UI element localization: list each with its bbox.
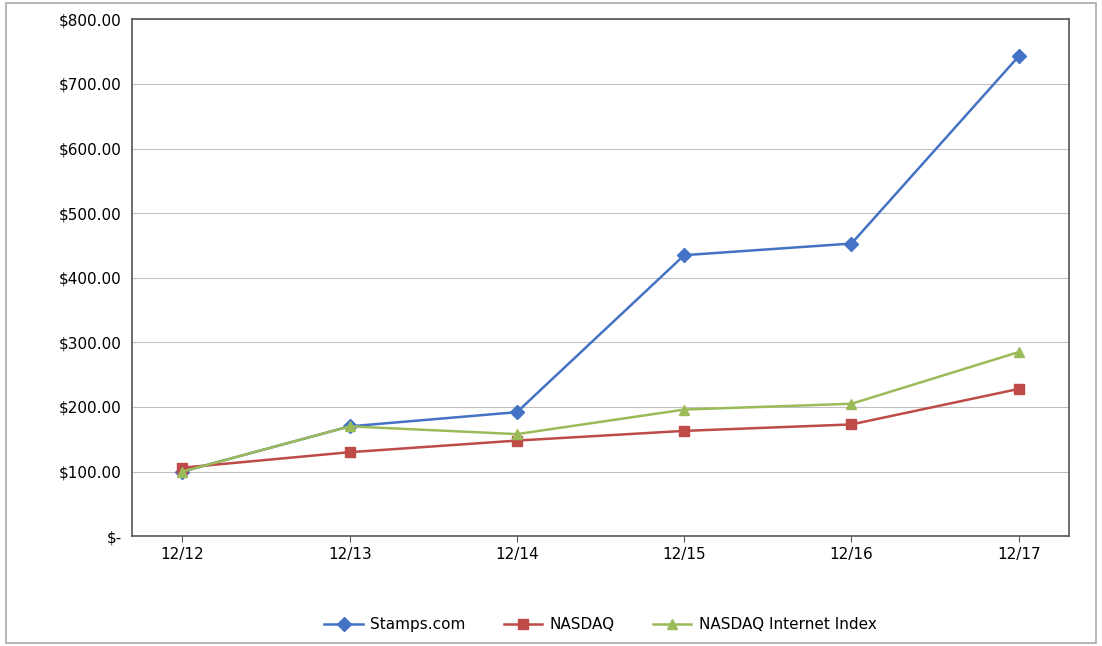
Stamps.com	[678, 251, 691, 259]
Line: NASDAQ: NASDAQ	[177, 384, 1024, 473]
Stamps.com	[510, 408, 523, 416]
NASDAQ	[176, 464, 190, 472]
NASDAQ	[678, 427, 691, 435]
NASDAQ Internet Index	[678, 406, 691, 413]
Legend: Stamps.com, NASDAQ, NASDAQ Internet Index: Stamps.com, NASDAQ, NASDAQ Internet Inde…	[318, 611, 883, 638]
NASDAQ Internet Index	[510, 430, 523, 438]
NASDAQ Internet Index	[1012, 348, 1025, 356]
NASDAQ Internet Index	[343, 422, 356, 430]
Stamps.com	[845, 240, 858, 247]
Line: NASDAQ Internet Index: NASDAQ Internet Index	[177, 347, 1024, 477]
NASDAQ Internet Index	[845, 400, 858, 408]
NASDAQ	[1012, 385, 1025, 393]
Stamps.com	[1012, 52, 1025, 60]
Stamps.com	[343, 422, 356, 430]
Stamps.com	[176, 468, 190, 475]
NASDAQ Internet Index	[176, 468, 190, 475]
Line: Stamps.com: Stamps.com	[177, 51, 1024, 477]
NASDAQ	[343, 448, 356, 456]
NASDAQ	[510, 437, 523, 444]
NASDAQ	[845, 421, 858, 428]
